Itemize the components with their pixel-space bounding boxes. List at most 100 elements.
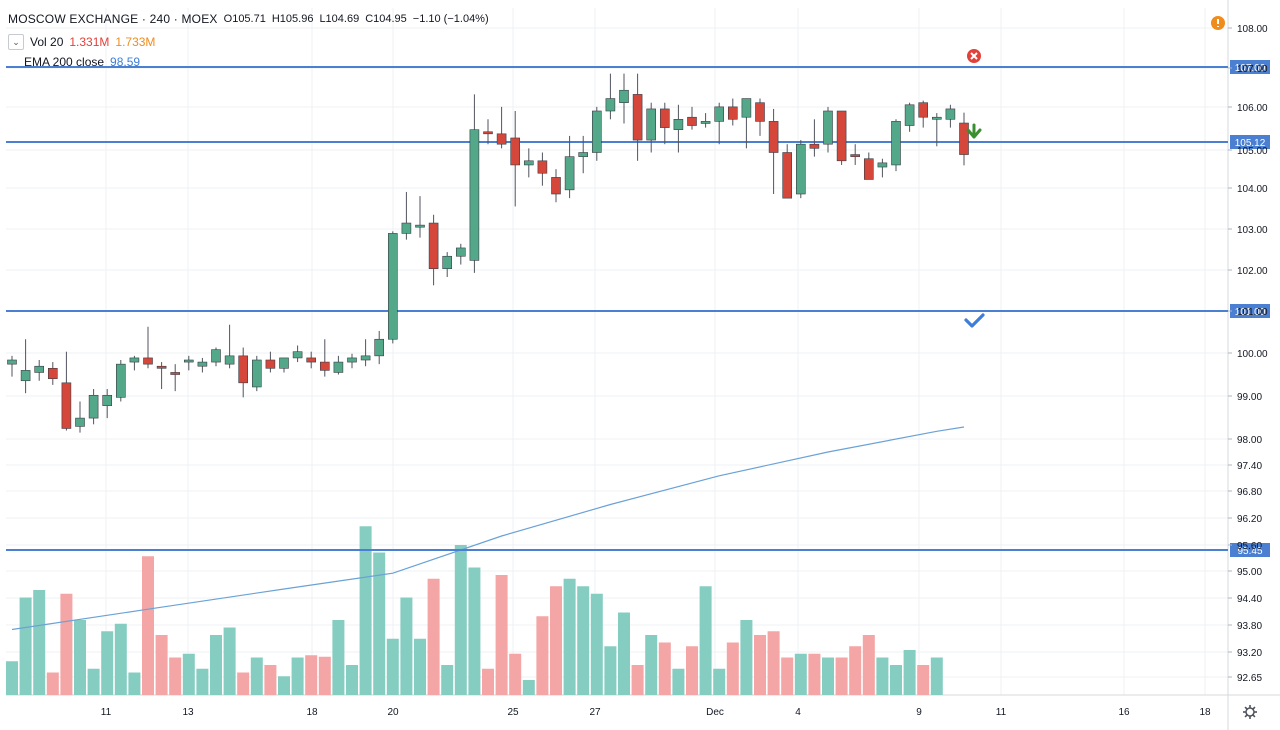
candle-body [333,361,344,373]
price-tag-105-12 [1230,135,1270,149]
candle-body [224,355,235,365]
volume-bar [142,556,154,695]
price-tag-label: 95.45 [1237,546,1262,557]
volume-bar [182,653,195,695]
volume-bar [754,635,766,695]
candle-body [455,247,466,257]
ema-value: 98.59 [110,55,141,69]
candle-body [836,110,847,162]
close-circle-icon[interactable] [967,49,981,63]
volume-bar [563,578,576,695]
ohlc-high: H105.96 [271,13,314,25]
candle-body [170,372,180,375]
candle-body [877,162,888,168]
y-tick-label: 108.00 [1237,24,1268,35]
volume-bar [400,597,413,695]
volume-bar [577,586,590,695]
volume-bar [264,665,277,695]
volume-bar [686,646,698,695]
volume-bar [631,665,644,695]
candle-body [7,359,17,365]
x-tick-label: 18 [1199,707,1211,718]
candle-body [75,417,85,427]
candle-body [252,359,262,388]
chevron-down-icon[interactable]: ⌄ [8,34,24,50]
volume-legend: ⌄ Vol 20 1.331M 1.733M [8,34,155,50]
volume-bar [128,672,141,695]
ema-legend: EMA 200 close 98.59 [24,55,140,69]
candle-body [61,382,72,429]
ohlc-change: −1.10 (−1.04%) [412,13,489,25]
volume-bar [196,668,209,695]
volume-bar [318,656,331,695]
candle-body [401,222,412,234]
volume-bar [223,627,236,695]
candle-body [238,355,248,384]
volume-bar [19,597,32,695]
candle-body [727,106,738,120]
checkmark-icon[interactable] [964,313,985,328]
candle-body [823,110,833,145]
volume-bar [604,646,617,695]
candle-body [360,355,371,361]
x-tick-label: 11 [996,707,1007,718]
volume-bar [903,650,916,695]
volume-bar [876,657,889,695]
volume-bar [767,631,780,695]
volume-bar [74,620,86,695]
ema-200-line [11,426,965,631]
candle-body [510,137,521,166]
candle-body [102,394,112,406]
candle-body [891,121,901,166]
x-tick-label: 16 [1118,707,1130,718]
volume-bar [495,575,508,695]
volume-bar [291,657,304,695]
price-tag-label: 107.00 [1235,63,1266,74]
x-tick-label: 25 [507,707,519,718]
volume-bar [618,612,630,695]
candle-body [306,357,317,363]
candle-body [741,98,752,118]
volume-bar [373,552,386,695]
ohlc-low: L104.69 [319,13,360,25]
volume-bar [794,653,807,695]
volume-bar [590,593,603,695]
y-tick-label: 101.00 [1237,307,1268,318]
volume-bar [250,657,263,695]
volume-value-2: 1.733M [115,35,156,49]
price-tag-101-00 [1230,304,1270,318]
price-tag-label: 105.12 [1235,138,1266,149]
volume-bar [359,526,372,695]
candle-body [959,122,969,155]
volume-bar [101,631,114,695]
candle-body [415,224,425,228]
candle-body [292,351,303,359]
volume-bar [60,593,73,695]
candle-body [197,361,208,367]
candle-body [143,357,153,365]
price-tag-label: 101.00 [1235,307,1266,318]
gear-icon[interactable] [1243,705,1257,719]
volume-value-1: 1.331M [69,35,110,49]
y-tick-label: 107.00 [1237,64,1268,75]
warning-icon[interactable] [1211,16,1225,30]
candle-body [673,119,684,130]
y-tick-label: 96.80 [1237,487,1262,498]
arrow-down-icon[interactable] [966,123,982,139]
candle-body [129,357,140,363]
y-tick-label: 97.40 [1237,461,1262,472]
x-tick-label: 13 [182,707,194,718]
volume-label: Vol 20 [30,35,64,49]
volume-bar [699,586,712,695]
candle-body [687,116,697,126]
volume-bar [509,653,522,695]
candle-body [782,152,793,199]
y-tick-label: 99.00 [1237,392,1262,403]
volume-bar [468,567,481,695]
y-tick-label: 95.00 [1237,567,1262,578]
candle-body [714,106,725,122]
volume-bar [522,680,535,695]
candle-body [47,367,58,379]
candle-body [850,154,861,157]
